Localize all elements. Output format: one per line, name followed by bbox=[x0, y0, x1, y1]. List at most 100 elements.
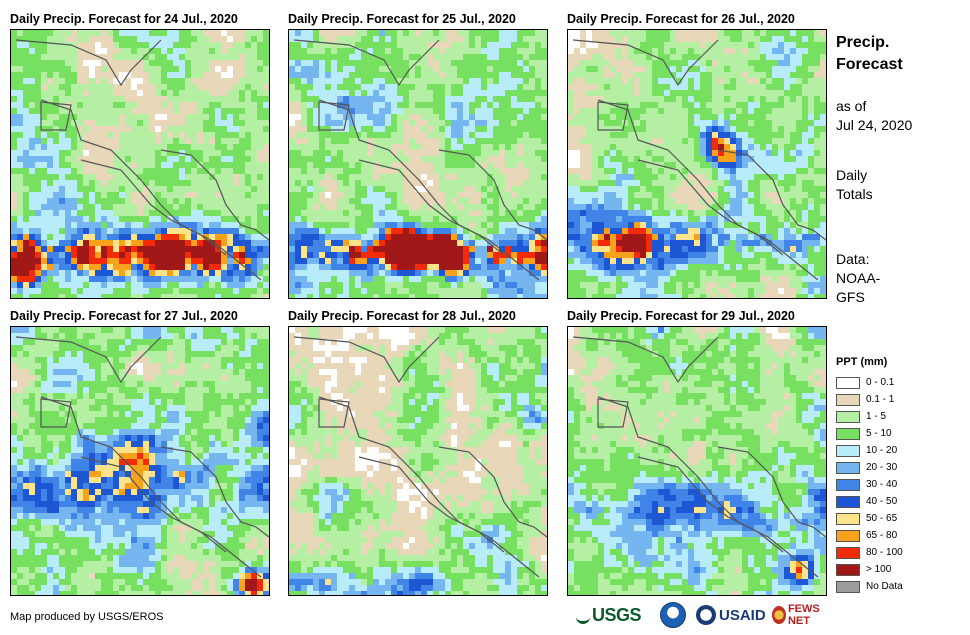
data-source-line2: NOAA- bbox=[836, 270, 881, 286]
legend-label: 10 - 20 bbox=[866, 445, 898, 456]
as-of-date: as of Jul 24, 2020 bbox=[836, 97, 912, 135]
coastline-border bbox=[293, 39, 440, 87]
coastline-border bbox=[40, 396, 262, 578]
legend-label: 30 - 40 bbox=[866, 479, 898, 490]
coastline-border bbox=[597, 99, 819, 281]
coastline-border bbox=[15, 39, 162, 87]
legend-item: 20 - 30 bbox=[836, 459, 903, 476]
legend-item: 10 - 20 bbox=[836, 442, 903, 459]
legend-item: No Data bbox=[836, 578, 903, 595]
noaa-emblem-icon bbox=[660, 602, 686, 628]
fews-logo-text: FEWS NET bbox=[787, 603, 820, 627]
legend-label: No Data bbox=[866, 581, 903, 592]
precip-grid bbox=[11, 327, 269, 595]
map-credit: Map produced by USGS/EROS bbox=[10, 611, 164, 623]
precip-grid bbox=[568, 327, 826, 595]
precip-map bbox=[567, 326, 827, 596]
fews-globe-icon bbox=[772, 606, 786, 624]
coastline-border bbox=[438, 149, 547, 241]
legend-swatch bbox=[836, 580, 860, 593]
legend-swatch bbox=[836, 512, 860, 525]
legend-label: 0.1 - 1 bbox=[866, 394, 895, 405]
coastline-border bbox=[358, 456, 505, 553]
data-source: Data: NOAA- GFS bbox=[836, 250, 880, 307]
coastline-border bbox=[572, 39, 719, 87]
precip-map bbox=[567, 29, 827, 299]
legend-swatch bbox=[836, 410, 860, 423]
legend-swatch bbox=[836, 563, 860, 576]
legend-item: 1 - 5 bbox=[836, 408, 903, 425]
panel-title: Daily Precip. Forecast for 26 Jul., 2020 bbox=[567, 12, 795, 26]
usgs-logo: USGS bbox=[576, 602, 658, 628]
coastline-border bbox=[160, 446, 269, 538]
legend-swatch bbox=[836, 529, 860, 542]
sidebar-title: Precip. Forecast bbox=[836, 32, 903, 76]
noaa-logo bbox=[660, 602, 686, 628]
legend-title: PPT (mm) bbox=[836, 356, 888, 368]
legend-item: 40 - 50 bbox=[836, 493, 903, 510]
coastline-border bbox=[40, 101, 72, 131]
legend-swatch bbox=[836, 427, 860, 440]
legend-label: 5 - 10 bbox=[866, 428, 892, 439]
coastline-border bbox=[637, 456, 784, 553]
coastline-border bbox=[717, 149, 826, 241]
legend-label: > 100 bbox=[866, 564, 892, 575]
legend: 0 - 0.1 0.1 - 1 1 - 5 5 - 10 10 - 20 20 - 30 3… bbox=[836, 374, 903, 595]
usaid-seal-icon bbox=[696, 605, 716, 625]
coastline-border bbox=[717, 446, 826, 538]
coastline-border bbox=[318, 101, 350, 131]
coastline-border bbox=[160, 149, 269, 241]
coastline-border bbox=[597, 101, 629, 131]
precip-grid bbox=[289, 30, 547, 298]
legend-item: 0.1 - 1 bbox=[836, 391, 903, 408]
legend-swatch bbox=[836, 478, 860, 491]
legend-label: 65 - 80 bbox=[866, 530, 898, 541]
precip-map bbox=[10, 29, 270, 299]
precip-grid bbox=[568, 30, 826, 298]
precip-map bbox=[288, 326, 548, 596]
legend-swatch bbox=[836, 393, 860, 406]
legend-swatch bbox=[836, 461, 860, 474]
legend-item: 30 - 40 bbox=[836, 476, 903, 493]
usgs-wave-icon bbox=[576, 607, 590, 624]
totals-note: Daily Totals bbox=[836, 166, 873, 204]
legend-item: > 100 bbox=[836, 561, 903, 578]
coastline-border bbox=[597, 396, 819, 578]
totals-line2: Totals bbox=[836, 186, 873, 202]
coastline-border bbox=[318, 99, 540, 281]
legend-item: 5 - 10 bbox=[836, 425, 903, 442]
as-of-label: as of bbox=[836, 98, 867, 114]
coastline-border bbox=[40, 398, 72, 428]
legend-swatch bbox=[836, 444, 860, 457]
coastline-border bbox=[318, 396, 540, 578]
totals-line1: Daily bbox=[836, 167, 868, 183]
coastline-border bbox=[15, 336, 162, 384]
panel-title: Daily Precip. Forecast for 28 Jul., 2020 bbox=[288, 309, 516, 323]
coastline-border bbox=[438, 446, 547, 538]
coastline-border bbox=[572, 336, 719, 384]
coastline-border bbox=[293, 336, 440, 384]
legend-label: 0 - 0.1 bbox=[866, 377, 895, 388]
panel-title: Daily Precip. Forecast for 25 Jul., 2020 bbox=[288, 12, 516, 26]
as-of-value: Jul 24, 2020 bbox=[836, 117, 913, 133]
legend-item: 0 - 0.1 bbox=[836, 374, 903, 391]
legend-label: 80 - 100 bbox=[866, 547, 903, 558]
legend-label: 40 - 50 bbox=[866, 496, 898, 507]
panel-title: Daily Precip. Forecast for 24 Jul., 2020 bbox=[10, 12, 238, 26]
coastline-border bbox=[80, 159, 227, 256]
coastline-border bbox=[318, 398, 350, 428]
logo-strip: USGS USAID FEWS NET bbox=[576, 600, 832, 630]
coastline-border bbox=[80, 456, 227, 553]
coastline-border bbox=[40, 99, 262, 281]
coastline-border bbox=[597, 398, 629, 428]
coastline-border bbox=[637, 159, 784, 256]
legend-item: 80 - 100 bbox=[836, 544, 903, 561]
data-source-line3: GFS bbox=[836, 289, 865, 305]
fews-net-logo: FEWS NET bbox=[772, 602, 832, 628]
precip-map bbox=[288, 29, 548, 299]
usaid-logo: USAID bbox=[696, 602, 768, 628]
legend-swatch bbox=[836, 546, 860, 559]
coastline-border bbox=[358, 159, 505, 256]
usaid-logo-text: USAID bbox=[719, 606, 766, 624]
legend-item: 50 - 65 bbox=[836, 510, 903, 527]
